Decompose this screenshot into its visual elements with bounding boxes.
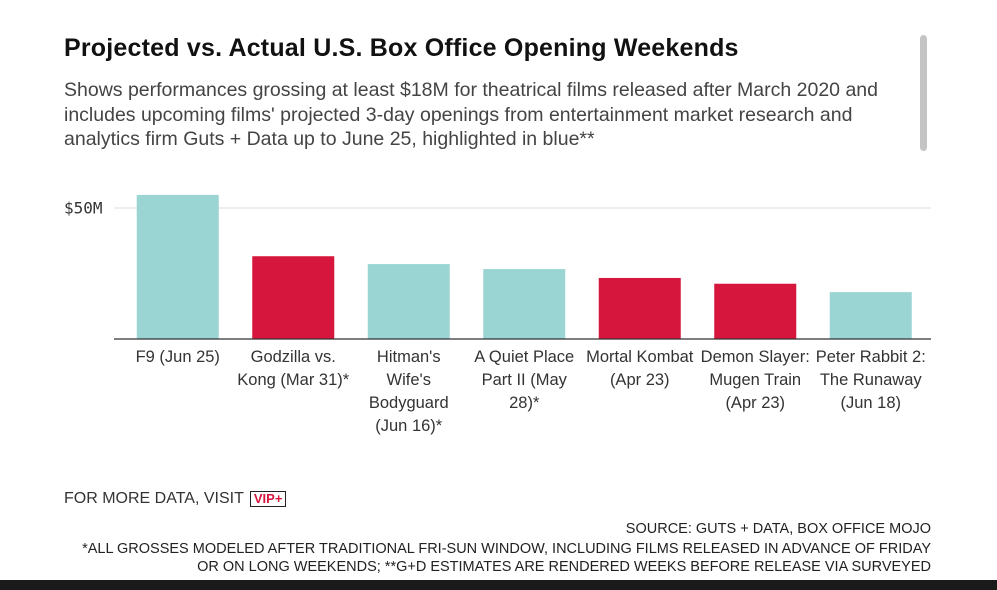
y-tick-label: $50M <box>64 199 103 218</box>
chart-title: Projected vs. Actual U.S. Box Office Ope… <box>64 34 739 62</box>
scrollbar[interactable] <box>920 35 927 151</box>
source: SOURCE: GUTS + DATA, BOX OFFICE MOJO <box>625 521 931 537</box>
chart: $50M <box>64 194 931 340</box>
chart-subtitle: Shows performances grossing at least $18… <box>64 79 878 150</box>
bar <box>598 277 681 339</box>
x-tick-label: Godzilla vs. Kong (Mar 31)* <box>237 348 350 389</box>
bar <box>829 292 912 339</box>
bar <box>252 256 335 339</box>
x-tick-label: Demon Slayer: Mugen Train (Apr 23) <box>700 348 810 412</box>
x-tick-label: Peter Rabbit 2: The Runaway (Jun 18) <box>815 348 926 412</box>
x-tick-label: F9 (Jun 25) <box>135 348 220 366</box>
more-data-text: FOR MORE DATA, VISIT <box>64 490 244 507</box>
bar <box>483 269 566 339</box>
notes: *ALL GROSSES MODELED AFTER TRADITIONAL F… <box>82 541 931 575</box>
bottom-bar <box>0 580 997 590</box>
bar <box>367 264 450 339</box>
bar <box>136 194 219 339</box>
more-data: FOR MORE DATA, VISIT VIP+ <box>64 490 287 508</box>
x-tick-label: Mortal Kombat (Apr 23) <box>586 348 694 389</box>
logo[interactable]: VIP+ <box>249 491 287 507</box>
bar <box>714 283 797 339</box>
x-tick-label: Hitman's Wife's Bodyguard (Jun 16)* <box>368 348 449 435</box>
x-tick-label: A Quiet Place Part II (May 28)* <box>474 348 575 412</box>
